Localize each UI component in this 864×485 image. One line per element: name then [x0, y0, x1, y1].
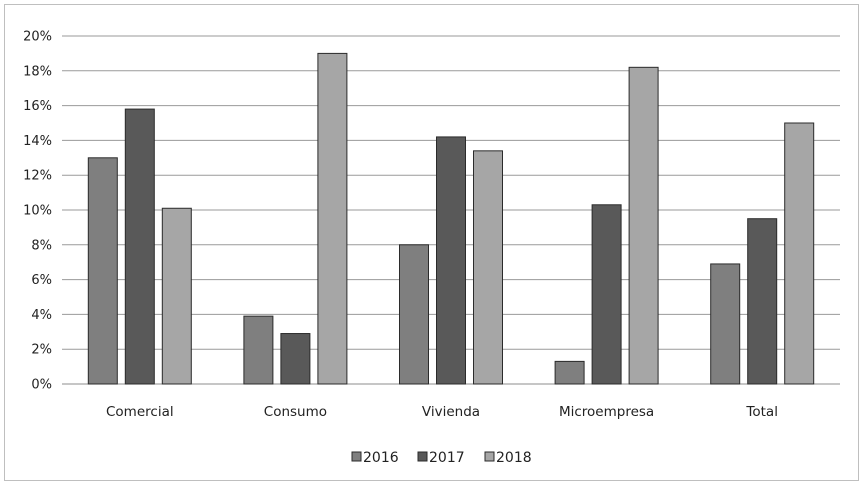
bar-2018-comercial — [161, 207, 192, 385]
y-tick-label: 8% — [31, 238, 52, 253]
legend: 2016 2017 2018 — [351, 450, 532, 466]
bar-2016-vivienda — [399, 244, 429, 385]
legend-label-2017: 2017 — [429, 450, 465, 466]
bar-2018-total — [784, 122, 815, 385]
bar-2016-consumo — [243, 315, 274, 385]
y-tick-label: 12% — [23, 169, 52, 184]
legend-swatch-2016 — [351, 451, 362, 462]
bar-2017-comercial — [124, 108, 155, 385]
x-tick-label: Total — [745, 404, 778, 420]
bar-2016-total — [710, 263, 741, 385]
x-tick-label: Vivienda — [422, 404, 480, 420]
bar-2016-microempresa — [554, 360, 585, 385]
x-tick-label: Comercial — [106, 404, 174, 420]
y-tick-label: 18% — [23, 64, 52, 79]
bar-2018-consumo — [317, 52, 348, 385]
y-tick-label: 0% — [31, 378, 52, 393]
legend-swatch-2018 — [484, 451, 495, 462]
x-tick-label: Microempresa — [559, 404, 654, 420]
y-tick-label: 16% — [23, 99, 52, 114]
legend-label-2018: 2018 — [496, 450, 532, 466]
bar-2017-microempresa — [591, 204, 622, 385]
bar-2016-comercial — [87, 157, 118, 385]
bar-2017-vivienda — [436, 136, 466, 385]
bar-2018-microempresa — [628, 66, 659, 385]
axes: 0% 2% 4% 6% 8% 10% 12% 14% 16% 18% 20% Comercial Con… — [23, 30, 778, 421]
bar-2017-total — [747, 218, 778, 385]
y-tick-label: 10% — [23, 204, 52, 219]
legend-swatch-2017 — [417, 451, 428, 462]
y-tick-label: 20% — [23, 30, 52, 45]
y-tick-label: 6% — [31, 273, 52, 288]
y-tick-label: 14% — [23, 134, 52, 149]
bar-2018-vivienda — [473, 150, 503, 385]
y-tick-label: 4% — [31, 308, 52, 323]
x-tick-label: Consumo — [264, 404, 327, 420]
y-tick-label: 2% — [31, 343, 52, 358]
legend-label-2016: 2016 — [363, 450, 399, 466]
bar-2017-consumo — [280, 333, 311, 385]
bars — [87, 52, 815, 385]
